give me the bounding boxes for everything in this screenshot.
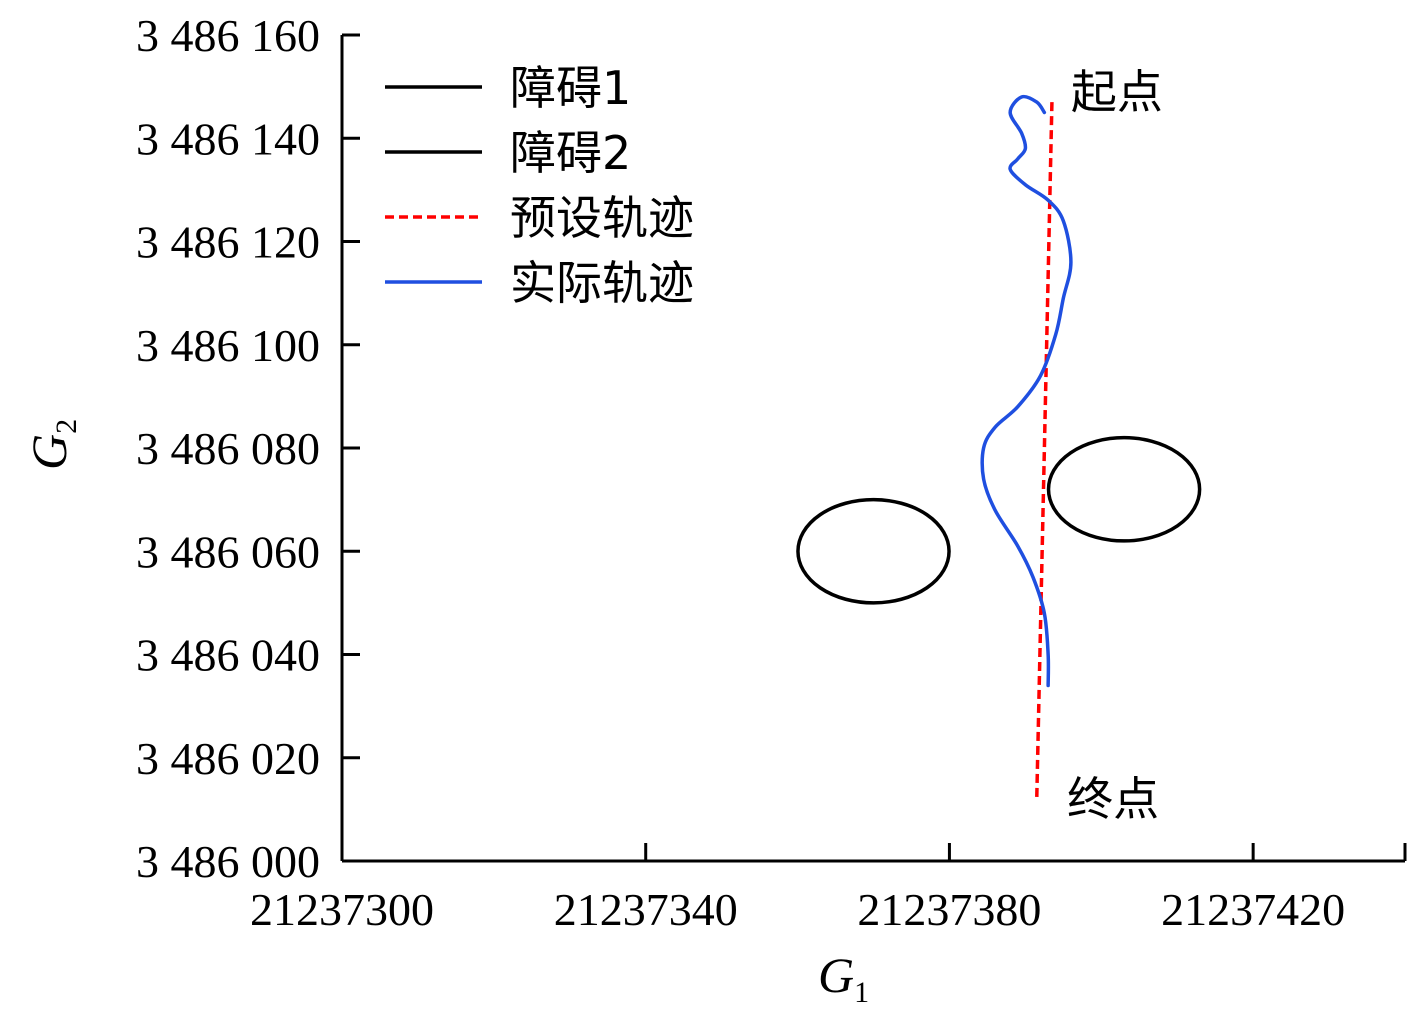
y-tick-label: 3 486 160 [136,10,320,61]
axes [340,35,1405,863]
x-ticks: 21237300 21237340 21237380 21237420 [250,843,1407,935]
planned-trajectory-line [1035,102,1054,800]
x-axis-title: G1 [818,947,869,1009]
y-tick-label: 3 486 060 [136,526,320,577]
legend-label: 实际轨迹 [510,256,694,310]
plot-area [796,94,1202,800]
actual-trajectory-line [980,94,1073,688]
legend-label: 障碍2 [510,126,631,180]
y-tick-label: 3 486 000 [136,836,320,887]
y-tick-label: 3 486 080 [136,423,320,474]
x-tick-label: 21237380 [857,884,1041,935]
y-tick-label: 3 486 120 [136,217,320,268]
x-tick-label: 21237300 [250,884,434,935]
y-tick-label: 3 486 100 [136,320,320,371]
annotation-label: 起点 [1071,65,1163,119]
y-tick-label: 3 486 020 [136,733,320,784]
legend-label: 障碍1 [510,61,631,115]
y-tick-label: 3 486 040 [136,630,320,681]
annotation-label: 终点 [1067,772,1159,826]
y-axis-title: G2 [21,419,83,470]
x-tick-label: 21237420 [1161,884,1345,935]
obstacle-2-ellipse [1046,435,1202,543]
y-ticks: 3 486 000 3 486 020 3 486 040 3 486 060 3 48… [136,10,360,887]
y-tick-label: 3 486 140 [136,113,320,164]
x-tick-label: 21237340 [554,884,738,935]
obstacle-1-ellipse [796,497,951,605]
legend-label: 预设轨迹 [510,191,694,245]
